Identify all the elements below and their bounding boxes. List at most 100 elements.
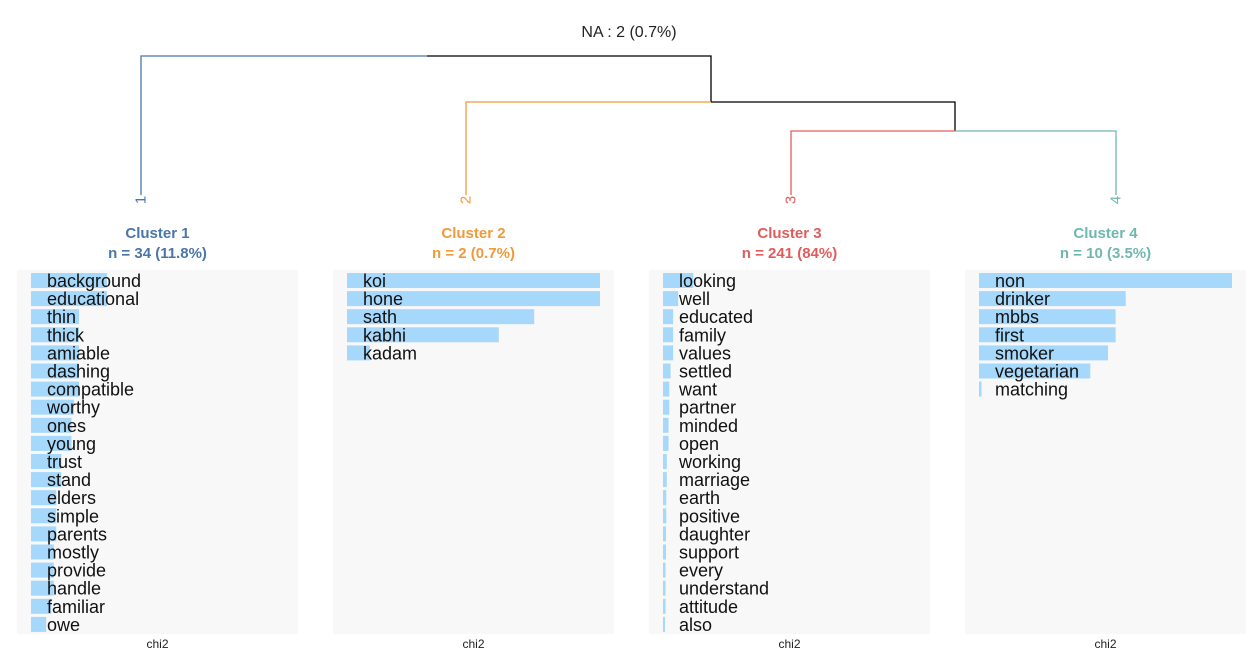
term-label: amiable xyxy=(47,343,110,363)
term-bar xyxy=(31,508,57,524)
term-bar xyxy=(663,381,670,397)
term-bar xyxy=(979,309,1116,325)
term-label: support xyxy=(679,543,739,563)
term-label: partner xyxy=(679,398,736,418)
term-bar xyxy=(347,273,600,288)
term-label: daughter xyxy=(679,524,750,544)
term-bar xyxy=(663,562,666,578)
cluster-panels: Cluster 1 n = 34 (11.8%) backgroundeducati… xyxy=(17,225,1246,651)
term-bar xyxy=(663,598,666,614)
term-label: worthy xyxy=(46,398,100,418)
x-axis-label: chi2 xyxy=(1094,637,1116,651)
term-bar xyxy=(979,345,1109,361)
term-label: handle xyxy=(47,579,101,599)
cluster-title: Cluster 1 xyxy=(125,225,189,242)
term-bar xyxy=(347,309,535,325)
term-label: familiar xyxy=(47,597,105,617)
x-axis-label: chi2 xyxy=(778,637,800,651)
cluster-panel-4: Cluster 4 n = 10 (3.5%) nondrinkermbbsfirs… xyxy=(965,225,1246,651)
term-bar xyxy=(347,345,370,361)
term-bar xyxy=(31,363,80,379)
term-label: stand xyxy=(47,470,91,490)
term-bar xyxy=(663,454,667,469)
term-bar xyxy=(663,472,667,488)
term-label: educational xyxy=(47,289,139,309)
term-label: every xyxy=(679,561,723,581)
term-label: thick xyxy=(47,325,85,345)
na-label: NA : 2 (0.7%) xyxy=(581,24,676,41)
term-bar xyxy=(31,562,54,578)
term-label: koi xyxy=(363,271,386,291)
term-bar xyxy=(663,580,666,596)
leaf-number-4: 4 xyxy=(1108,196,1125,204)
x-axis-label: chi2 xyxy=(462,637,484,651)
x-axis-label: chi2 xyxy=(146,637,168,651)
term-bar xyxy=(31,472,62,488)
term-label: smoker xyxy=(995,343,1054,363)
term-label: matching xyxy=(995,380,1068,400)
leaf-number-3: 3 xyxy=(783,196,800,204)
cluster-title: Cluster 3 xyxy=(757,225,821,242)
term-bar xyxy=(31,598,52,614)
term-label: compatible xyxy=(47,380,134,400)
term-bar xyxy=(31,616,47,632)
term-bar xyxy=(663,490,667,506)
term-label: owe xyxy=(47,615,80,635)
term-label: dashing xyxy=(47,362,110,382)
term-label: vegetarian xyxy=(995,362,1079,382)
term-label: minded xyxy=(679,416,738,436)
term-bar xyxy=(31,381,80,397)
term-label: want xyxy=(678,380,717,400)
cluster-panel-1: Cluster 1 n = 34 (11.8%) backgroundeducati… xyxy=(17,225,298,651)
term-bar xyxy=(663,399,670,415)
term-label: parents xyxy=(47,524,107,544)
term-label: marriage xyxy=(679,470,750,490)
cluster-size: n = 2 (0.7%) xyxy=(432,245,515,262)
term-label: mostly xyxy=(47,543,99,563)
term-bar xyxy=(663,616,666,632)
term-bar xyxy=(347,291,600,307)
branch-cluster-3 xyxy=(790,130,955,195)
term-bar xyxy=(663,327,674,343)
term-label: provide xyxy=(47,561,106,581)
term-bar xyxy=(663,435,669,451)
term-label: background xyxy=(47,271,141,291)
term-bar xyxy=(31,454,62,469)
term-bar xyxy=(31,435,72,451)
term-label: trust xyxy=(47,452,82,472)
term-bar xyxy=(31,490,57,506)
cluster-panel-2: Cluster 2 n = 2 (0.7%) koihonesathkabhikad… xyxy=(333,225,614,651)
term-bar xyxy=(31,526,57,542)
term-label: well xyxy=(678,289,710,309)
term-bar xyxy=(979,291,1126,307)
term-label: values xyxy=(679,343,731,363)
branch-cluster-1 xyxy=(140,55,427,195)
term-bar xyxy=(663,273,694,288)
term-label: drinker xyxy=(995,289,1050,309)
term-bar xyxy=(979,381,982,397)
branch-inner xyxy=(711,101,956,131)
leaf-number-2: 2 xyxy=(458,196,475,204)
term-bar xyxy=(663,508,667,524)
term-label: positive xyxy=(679,506,740,526)
term-bar xyxy=(663,345,674,361)
term-bar xyxy=(31,399,75,415)
leaf-number-1: 1 xyxy=(133,196,150,204)
term-label: young xyxy=(47,434,96,454)
term-label: attitude xyxy=(679,597,738,617)
term-bar xyxy=(979,363,1091,379)
term-label: also xyxy=(679,615,712,635)
term-label: settled xyxy=(679,362,732,382)
term-label: mbbs xyxy=(995,307,1039,327)
term-label: sath xyxy=(363,307,397,327)
term-label: looking xyxy=(679,271,736,291)
branch-root xyxy=(427,55,712,102)
term-label: non xyxy=(995,271,1025,291)
term-bar xyxy=(31,291,107,307)
cluster-size: n = 34 (11.8%) xyxy=(108,245,207,262)
term-bar xyxy=(31,417,72,433)
panel-background xyxy=(649,270,930,634)
term-bar xyxy=(31,580,54,596)
term-label: elders xyxy=(47,488,96,508)
